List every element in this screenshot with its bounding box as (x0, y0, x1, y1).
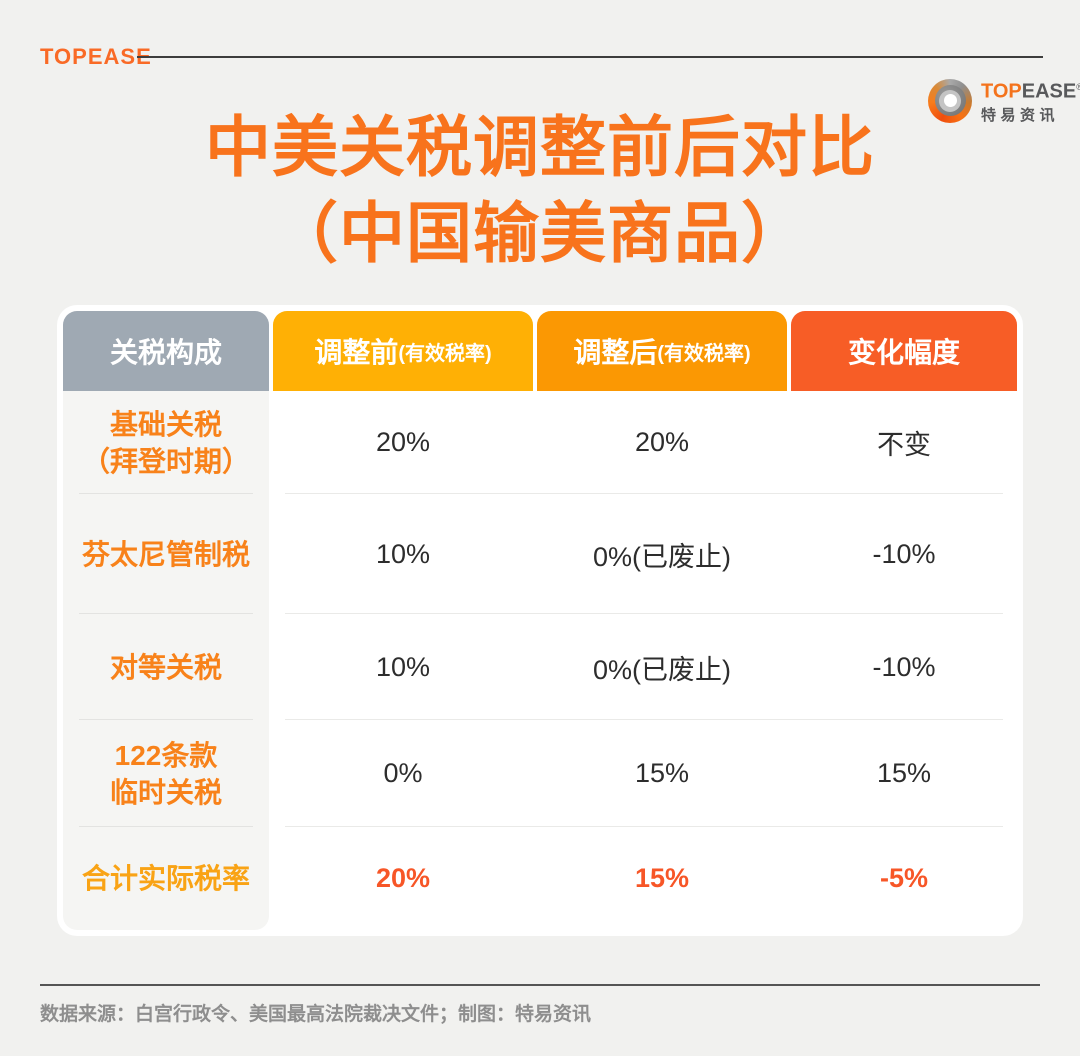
logo-top: TOP (981, 80, 1022, 103)
page-title: 中美关税调整前后对比 （中国输美商品） (0, 104, 1080, 276)
topbar-divider (137, 56, 1043, 58)
logo-name-en: TOPEASE® (981, 77, 1080, 102)
cell-after-total: 15% (634, 863, 690, 893)
cell-after: 20% (634, 427, 690, 457)
cell-after: 0%(已废止) (592, 541, 731, 572)
row-label-line: 临时关税 (109, 776, 222, 808)
row-label-line: 对等关税 (109, 651, 222, 683)
cell-before: 0% (383, 758, 423, 788)
row-label-line: 122条款 (114, 739, 218, 771)
cell-change-total: -5% (879, 863, 928, 893)
logo-ring-inner (934, 85, 966, 117)
company-logo: TOPEASE® 特易资讯 (928, 77, 1080, 125)
logo-name-cn: 特易资讯 (981, 106, 1060, 124)
row-label-line: 芬太尼管制税 (81, 538, 250, 570)
header-label: 变化幅度 (847, 337, 960, 368)
header-sublabel: (有效税率) (398, 342, 492, 365)
cell-after: 15% (634, 758, 690, 788)
logo-ring-icon (928, 78, 972, 123)
row-label-line: 合计实际税率 (81, 863, 250, 894)
cell-change: -10% (872, 538, 936, 569)
row-divider (285, 826, 1003, 827)
header-sublabel: (有效税率) (657, 342, 751, 365)
cell-before: 10% (375, 538, 431, 569)
logo-ease: EASE (1021, 80, 1077, 103)
logo-text: TOPEASE® 特易资讯 (981, 77, 1080, 125)
row-divider (285, 719, 1003, 720)
row-label-total-rate: 合计实际税率 (63, 827, 269, 930)
header-label: 调整后 (573, 337, 658, 368)
footer-divider (40, 984, 1040, 986)
column-header-composition: 关税构成 (63, 311, 269, 391)
row-label-fentanyl-tariff: 芬太尼管制税 (63, 494, 269, 614)
row-divider (285, 613, 1003, 614)
column-header-change: 变化幅度 (791, 311, 1017, 391)
cell-after: 0%(已废止) (592, 654, 731, 685)
tariff-comparison-table: 关税构成 调整前 (有效税率) 调整后 (有效税率) 变化幅度 基础关税 （拜登时期… (57, 305, 1023, 936)
data-source-note: 数据来源：白宫行政令、美国最高法院裁决文件；制图：特易资讯 (40, 1004, 592, 1025)
row-divider (285, 493, 1003, 494)
cell-before: 20% (375, 427, 431, 457)
column-header-before: 调整前 (有效税率) (273, 311, 533, 391)
row-label-line: 基础关税 (109, 408, 222, 440)
cell-before-total: 20% (375, 863, 431, 893)
row-label-reciprocal-tariff: 对等关税 (63, 614, 269, 720)
logo-core (943, 94, 957, 108)
title-line-1: 中美关税调整前后对比 (205, 110, 875, 184)
logo-ring-mid (939, 89, 961, 112)
title-line-2: （中国输美商品） (272, 196, 808, 270)
cell-change: 15% (876, 758, 932, 788)
cell-before: 10% (375, 651, 431, 682)
registered-mark: ® (1076, 82, 1080, 92)
column-header-after: 调整后 (有效税率) (537, 311, 787, 391)
row-label-section122-tariff: 122条款 临时关税 (63, 720, 269, 827)
header-label: 关税构成 (109, 337, 222, 368)
row-label-line: （拜登时期） (81, 445, 250, 477)
header-label: 调整前 (314, 337, 399, 368)
cell-change: 不变 (877, 430, 931, 460)
cell-change: -10% (872, 651, 936, 682)
row-label-base-tariff: 基础关税 （拜登时期） (63, 391, 269, 494)
brand-wordmark: TOPEASE (40, 44, 152, 69)
